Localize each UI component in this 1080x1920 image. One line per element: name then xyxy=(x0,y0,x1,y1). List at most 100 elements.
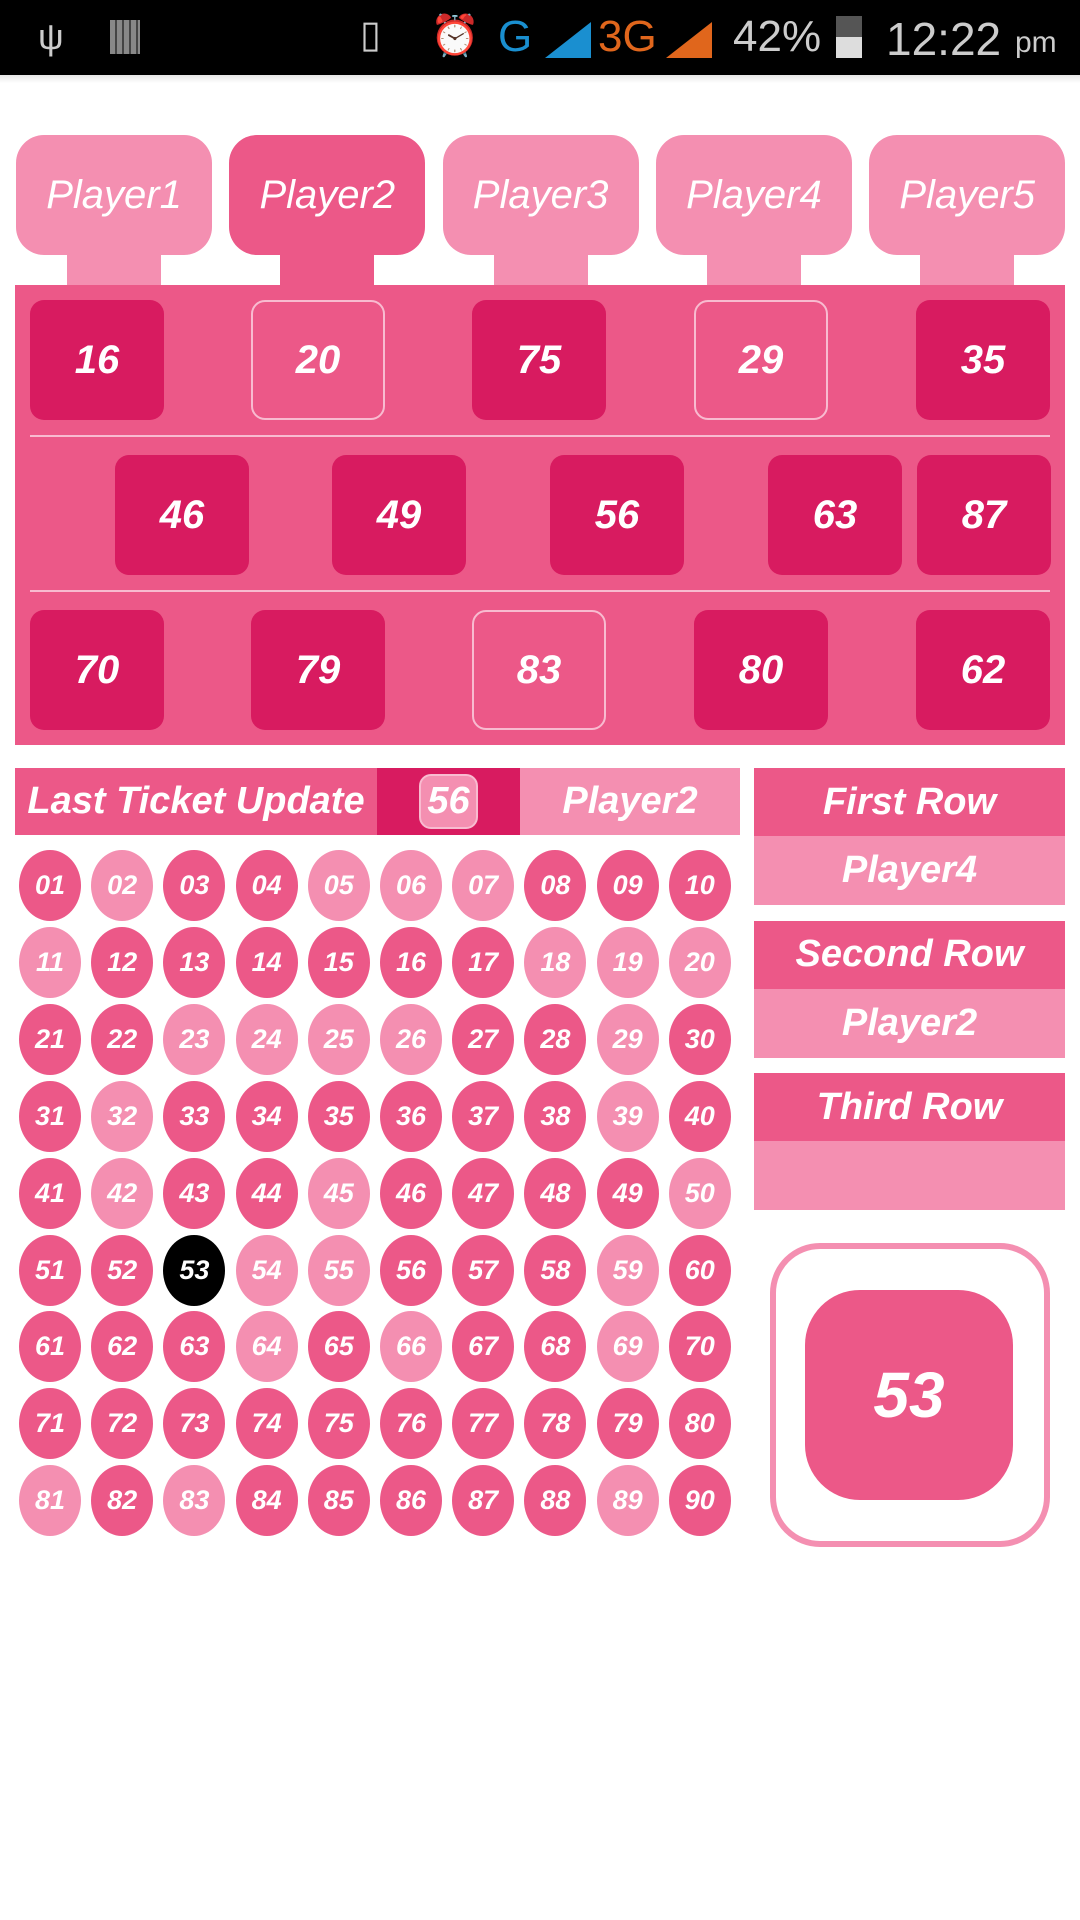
number-ball: 08 xyxy=(524,850,587,921)
number-ball: 71 xyxy=(19,1388,81,1460)
last-update-number: 56 xyxy=(419,774,478,829)
number-ball: 25 xyxy=(307,1003,370,1075)
number-ball: 26 xyxy=(380,1003,442,1075)
number-ball: 76 xyxy=(380,1388,442,1460)
signal-icon xyxy=(666,22,712,58)
number-ball: 17 xyxy=(452,926,515,998)
number-ball: 27 xyxy=(452,1003,515,1075)
number-ball: 12 xyxy=(91,926,154,998)
number-ball: 40 xyxy=(668,1080,731,1152)
number-ball: 66 xyxy=(380,1311,442,1383)
ticket-cell[interactable]: 16 xyxy=(30,300,164,420)
ticket-cell[interactable]: 29 xyxy=(694,300,828,420)
number-ball: 36 xyxy=(380,1080,442,1152)
number-ball: 05 xyxy=(307,850,370,921)
number-ball: 79 xyxy=(596,1388,659,1460)
winner-row-player: Player4 xyxy=(754,836,1065,905)
ticket-cell[interactable]: 80 xyxy=(694,610,828,730)
ticket-cell[interactable]: 46 xyxy=(115,455,249,575)
number-ball: 51 xyxy=(19,1234,81,1306)
battery-level: 42% xyxy=(733,12,822,61)
ticket-cell[interactable]: 56 xyxy=(550,455,684,575)
number-ball: 31 xyxy=(19,1080,81,1152)
number-ball: 54 xyxy=(235,1234,298,1306)
number-ball: 41 xyxy=(19,1157,81,1229)
number-ball: 45 xyxy=(307,1157,370,1229)
ticket-cell[interactable]: 75 xyxy=(472,300,606,420)
number-ball: 42 xyxy=(91,1157,154,1229)
row-divider xyxy=(30,590,1050,592)
number-ball: 61 xyxy=(19,1311,81,1383)
network-g: G xyxy=(498,12,533,61)
ticket-cell[interactable]: 49 xyxy=(332,455,466,575)
tab-player1[interactable]: Player1 xyxy=(16,135,212,255)
number-ball: 32 xyxy=(91,1080,154,1152)
number-ball: 59 xyxy=(596,1234,659,1306)
number-ball: 47 xyxy=(452,1157,515,1229)
row-divider xyxy=(30,435,1050,437)
number-ball: 80 xyxy=(668,1388,731,1460)
number-ball: 11 xyxy=(19,926,81,998)
ticket-cell[interactable]: 87 xyxy=(917,455,1051,575)
number-ball: 58 xyxy=(524,1234,587,1306)
number-ball: 19 xyxy=(596,926,659,998)
number-ball: 52 xyxy=(91,1234,154,1306)
number-ball: 88 xyxy=(524,1465,587,1537)
number-ball: 57 xyxy=(452,1234,515,1306)
ticket-cell[interactable]: 79 xyxy=(251,610,385,730)
number-ball: 16 xyxy=(380,926,442,998)
tab-connector xyxy=(67,250,161,286)
ticket-cell[interactable]: 62 xyxy=(916,610,1050,730)
number-ball: 90 xyxy=(668,1465,731,1537)
signal-icon xyxy=(545,22,591,58)
battery-charging-icon xyxy=(836,16,862,58)
number-ball: 20 xyxy=(668,926,731,998)
number-ball: 84 xyxy=(235,1465,298,1537)
number-ball: 03 xyxy=(163,850,226,921)
rotate-icon: ▯ xyxy=(360,14,381,56)
tab-player2[interactable]: Player2 xyxy=(229,135,426,255)
number-ball: 01 xyxy=(19,850,81,921)
number-ball: 64 xyxy=(235,1311,298,1383)
last-update-label: Last Ticket Update xyxy=(15,768,377,835)
number-ball: 07 xyxy=(452,850,515,921)
tab-player4[interactable]: Player4 xyxy=(655,135,852,255)
clock-ampm: pm xyxy=(1015,26,1057,59)
tab-player5[interactable]: Player5 xyxy=(869,135,1066,255)
number-ball: 49 xyxy=(596,1157,659,1229)
winner-row-label: Third Row xyxy=(754,1073,1065,1141)
ticket-cell[interactable]: 20 xyxy=(251,300,385,420)
number-ball: 46 xyxy=(380,1157,442,1229)
network-3g: 3G xyxy=(598,12,657,61)
ticket-cell[interactable]: 83 xyxy=(472,610,606,730)
number-ball: 72 xyxy=(91,1388,154,1460)
number-ball: 10 xyxy=(668,850,731,921)
number-ball: 44 xyxy=(235,1157,298,1229)
ticket-cell[interactable]: 35 xyxy=(916,300,1050,420)
ticket-cell[interactable]: 70 xyxy=(30,610,164,730)
winner-row-player xyxy=(754,1141,1065,1210)
number-ball: 68 xyxy=(524,1311,587,1383)
number-ball: 77 xyxy=(452,1388,515,1460)
number-ball: 83 xyxy=(163,1465,226,1537)
clock: 12:22 xyxy=(886,13,1002,65)
ticket: 16 20 75 29 35 46 49 56 63 87 70 79 83 80 62 xyxy=(15,285,1065,745)
number-ball: 39 xyxy=(596,1080,659,1152)
number-ball: 55 xyxy=(307,1234,370,1306)
last-update-number-cell: 56 xyxy=(377,768,520,835)
number-ball: 09 xyxy=(596,850,659,921)
winner-row-label: Second Row xyxy=(754,920,1065,989)
winner-row-player: Player2 xyxy=(754,988,1065,1058)
number-ball: 81 xyxy=(19,1465,81,1537)
number-ball: 06 xyxy=(380,850,442,921)
tab-player3[interactable]: Player3 xyxy=(442,135,639,255)
number-ball: 60 xyxy=(668,1234,731,1306)
number-ball: 56 xyxy=(380,1234,442,1306)
tab-connector xyxy=(706,250,801,286)
usb-icon: ψ xyxy=(38,16,64,57)
winner-row-label: First Row xyxy=(754,768,1065,836)
sd-card-icon xyxy=(110,20,140,54)
number-ball: 28 xyxy=(524,1003,587,1075)
ticket-cell[interactable]: 63 xyxy=(768,455,902,575)
tab-connector xyxy=(280,250,375,286)
